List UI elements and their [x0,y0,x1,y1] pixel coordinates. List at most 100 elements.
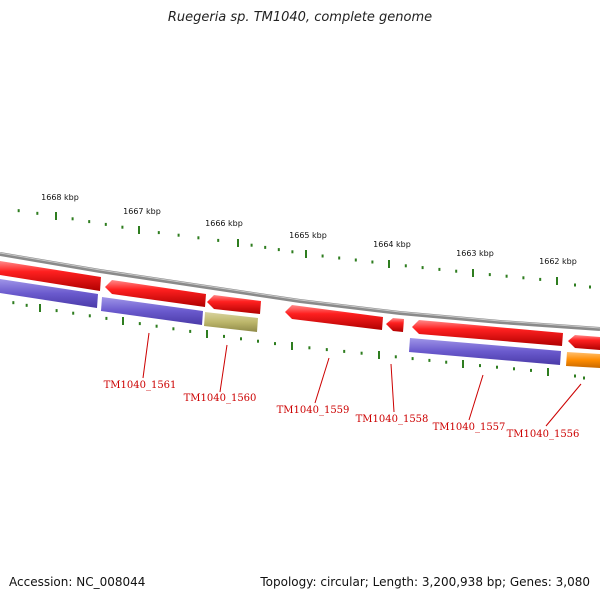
ruler-minor-tick [360,351,363,355]
ruler-major-tick [206,330,208,338]
ruler-minor-tick [189,329,192,333]
cds-arrow-1560 [105,280,206,307]
ruler-minor-tick [105,316,108,320]
ruler-minor-tick [371,260,374,264]
ruler-minor-tick [197,236,200,240]
ruler-minor-tick [338,256,341,260]
ruler-major-tick [388,260,390,268]
ruler-minor-tick [88,220,91,224]
gene-label-1561: TM1040_1561 [104,380,177,391]
ruler-minor-tick [411,357,414,361]
ruler-minor-tick [223,334,225,338]
leader-1557 [468,374,484,421]
ruler-minor-tick [505,274,508,278]
accession-text: Accession: NC_008044 [9,575,146,589]
cds-arrow-1559a [207,295,261,314]
leader-1561 [142,332,150,379]
cds-arrow-1559 [285,305,383,330]
ruler-minor-tick [291,250,294,254]
ruler-minor-tick [177,233,180,237]
ruler-minor-tick [88,314,91,318]
ruler-minor-tick [55,309,58,313]
ruler-major-tick [39,304,41,312]
other-bar-1560 [204,312,258,332]
ruler-minor-tick [25,303,28,307]
ruler-major-tick [556,277,558,285]
ruler-minor-tick [277,248,280,252]
gene-label-1558: TM1040_1558 [356,414,429,425]
ruler-minor-tick [574,374,576,378]
gene-label-1560: TM1040_1560 [184,393,257,404]
orange-bar-1556 [566,352,600,368]
ruler-minor-tick [522,276,525,280]
leader-1558 [390,363,395,413]
protein-bar-1560 [101,297,203,325]
ruler-minor-tick [321,254,324,258]
ruler-minor-tick [121,225,124,229]
ruler-minor-tick [445,360,448,364]
ruler-minor-tick [155,324,158,328]
ruler-minor-tick [496,365,498,369]
ruler-minor-tick [583,376,585,380]
cds-arrow-1561 [0,261,101,291]
ruler-minor-tick [354,258,357,262]
ruler-major-tick [305,250,307,258]
ruler-minor-tick [343,349,346,353]
leader-1560 [219,344,228,393]
gene-label-1559: TM1040_1559 [277,405,350,416]
ruler-kbp-label: 1668 kbp [41,193,79,202]
leader-1556 [545,383,582,427]
ruler-minor-tick [257,339,259,343]
ruler-minor-tick [308,346,311,350]
ruler-minor-tick [574,283,576,287]
cds-arrow-1556 [568,335,600,350]
ruler-major-tick [472,269,474,277]
ruler-minor-tick [217,238,220,242]
ruler-minor-tick [250,243,253,247]
gene-label-1557: TM1040_1557 [433,422,506,433]
ruler-minor-tick [394,355,397,359]
ruler-minor-tick [513,367,515,371]
gene-label-1556: TM1040_1556 [507,429,580,440]
cds-arrow-1557 [412,320,563,346]
ruler-minor-tick [455,269,458,273]
ruler-major-tick [138,226,140,234]
genome-summary-text: Topology: circular; Length: 3,200,938 bp… [260,575,590,589]
tick-layer: 1668 kbp 1667 kbp 1666 kbp 1665 kbp 1664 kbp… [12,193,591,380]
cds-arrow-1558 [386,318,404,332]
backbone-highlight [0,252,600,329]
ruler-major-tick [547,368,549,376]
ruler-kbp-label: 1663 kbp [456,249,494,258]
ruler-minor-tick [138,322,141,326]
ruler-minor-tick [36,211,39,215]
ruler-major-tick [122,317,124,325]
ruler-kbp-label: 1664 kbp [373,240,411,249]
ruler-minor-tick [428,358,431,362]
ruler-kbp-label: 1662 kbp [539,257,577,266]
ruler-minor-tick [589,285,591,289]
ruler-minor-tick [264,245,267,249]
ruler-minor-tick [530,368,532,372]
ruler-major-tick [55,212,57,220]
ruler-minor-tick [71,217,74,221]
leader-1559 [314,357,330,404]
ruler-minor-tick [104,222,107,226]
ruler-minor-tick [72,311,75,315]
ruler-minor-tick [539,277,542,281]
ruler-major-tick [237,239,239,247]
ruler-minor-tick [421,266,424,270]
ruler-minor-tick [488,273,491,277]
ruler-major-tick [378,351,380,359]
ruler-minor-tick [240,337,242,341]
ruler-minor-tick [438,267,441,271]
ruler-kbp-label: 1666 kbp [205,219,243,228]
ruler-minor-tick [274,342,276,346]
ruler-minor-tick [157,231,160,235]
backbone-line [0,252,600,331]
ruler-major-tick [291,342,293,350]
ruler-minor-tick [479,364,481,368]
map-title: Ruegeria sp. TM1040, complete genome [167,10,433,25]
ruler-kbp-label: 1667 kbp [123,207,161,216]
protein-bar-1557 [409,338,561,365]
